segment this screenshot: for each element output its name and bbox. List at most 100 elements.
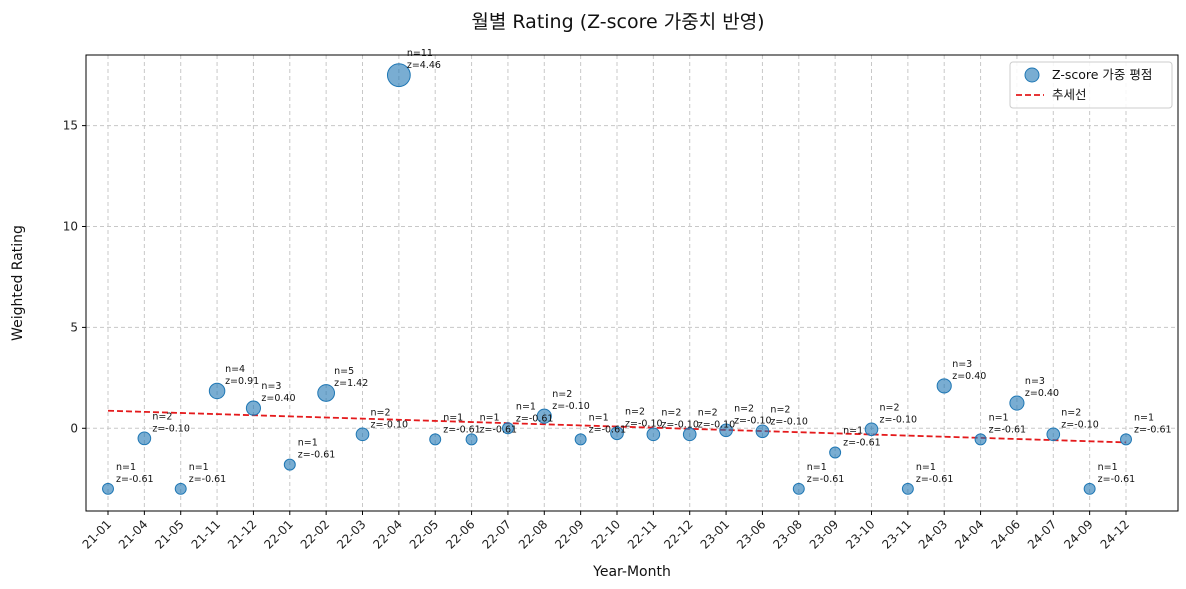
point-label-z: z=-0.61: [298, 450, 336, 461]
point-label-n: n=5: [334, 366, 354, 377]
x-tick-label: 21-12: [225, 517, 260, 552]
point-label-n: n=2: [625, 406, 645, 417]
point-label-n: n=1: [989, 412, 1009, 423]
legend-label-points: Z-score 가중 평점: [1052, 67, 1152, 82]
x-tick-label: 23-10: [843, 517, 878, 552]
point-label-z: z=1.42: [334, 378, 368, 389]
point-label-z: z=-0.61: [1098, 474, 1136, 485]
point-label-n: n=3: [261, 381, 281, 392]
point-label-z: z=-0.61: [1134, 424, 1172, 435]
point-label-z: z=-0.10: [880, 414, 918, 425]
point-label-z: z=-0.61: [807, 474, 845, 485]
x-tick-label: 24-06: [988, 517, 1023, 552]
point-label-z: z=-0.10: [661, 419, 699, 430]
legend-marker-points: [1025, 68, 1039, 82]
point-label-n: n=2: [734, 403, 754, 414]
point-label-n: n=11: [407, 48, 433, 59]
point-label-n: n=1: [807, 462, 827, 473]
point-label-z: z=-0.61: [989, 424, 1027, 435]
point-label-n: n=1: [189, 462, 209, 473]
point-label-z: z=0.40: [1025, 388, 1059, 399]
data-point: [830, 447, 841, 458]
legend-label-trend: 추세선: [1052, 87, 1087, 102]
x-tick-label: 21-04: [116, 517, 151, 552]
x-tick-label: 24-07: [1025, 517, 1060, 552]
data-point: [865, 423, 878, 436]
point-label-n: n=2: [770, 404, 790, 415]
point-label-n: n=2: [698, 407, 718, 418]
plot-frame: [86, 55, 1178, 511]
data-point: [430, 434, 441, 445]
x-tick-label: 22-03: [334, 517, 369, 552]
data-point: [103, 483, 114, 494]
point-label-n: n=2: [152, 411, 172, 422]
point-label-z: z=-0.61: [189, 474, 227, 485]
data-point: [284, 459, 295, 470]
point-label-n: n=2: [552, 389, 572, 400]
point-label-z: z=-0.10: [770, 416, 808, 427]
data-point: [1010, 396, 1024, 410]
point-label-n: n=2: [661, 407, 681, 418]
point-label-n: n=3: [952, 359, 972, 370]
x-tick-label: 22-12: [661, 517, 696, 552]
point-label-z: z=-0.61: [843, 437, 881, 448]
point-annotations: n=1z=-0.61n=2z=-0.10n=1z=-0.61n=4z=0.91 n…: [116, 48, 1172, 485]
data-point: [756, 425, 769, 438]
point-label-z: z=0.40: [261, 393, 295, 404]
data-point: [246, 401, 260, 415]
point-label-z: z=4.46: [407, 60, 441, 71]
point-label-z: z=-0.61: [516, 413, 554, 424]
point-label-z: z=-0.10: [152, 423, 190, 434]
y-tick-label: 10: [63, 220, 78, 234]
data-point: [466, 434, 477, 445]
y-axis: 0 5 10 15: [63, 119, 86, 436]
x-tick-label: 24-09: [1061, 517, 1096, 552]
x-tick-label: 24-04: [952, 517, 987, 552]
point-label-n: n=1: [1134, 412, 1154, 423]
x-tick-label: 22-04: [370, 517, 405, 552]
point-label-z: z=-0.61: [116, 474, 154, 485]
point-label-z: z=-0.61: [480, 424, 518, 435]
x-tick-label: 24-12: [1098, 517, 1133, 552]
x-tick-label: 23-01: [698, 517, 733, 552]
x-tick-label: 23-06: [734, 517, 769, 552]
x-tick-label: 22-05: [407, 517, 442, 552]
point-label-z: z=-0.61: [589, 424, 627, 435]
point-label-n: n=3: [1025, 376, 1045, 387]
point-label-z: z=-0.10: [552, 401, 590, 412]
point-label-n: n=2: [371, 407, 391, 418]
data-point: [138, 432, 151, 445]
x-tick-label: 22-01: [261, 517, 296, 552]
point-label-z: z=-0.10: [734, 415, 772, 426]
point-label-n: n=2: [1061, 407, 1081, 418]
y-axis-label: Weighted Rating: [10, 225, 26, 341]
x-tick-label: 23-09: [807, 517, 842, 552]
point-label-n: n=1: [916, 462, 936, 473]
data-point: [647, 428, 660, 441]
point-label-z: z=0.40: [952, 371, 986, 382]
chart-title: 월별 Rating (Z-score 가중치 반영): [471, 11, 764, 33]
x-tick-label: 23-11: [879, 517, 914, 552]
point-label-n: n=1: [1098, 462, 1118, 473]
data-point: [1047, 428, 1060, 441]
x-tick-label: 22-06: [443, 517, 478, 552]
point-label-n: n=2: [880, 402, 900, 413]
x-axis-label: Year-Month: [592, 564, 671, 580]
data-point: [1121, 434, 1132, 445]
point-label-z: z=-0.61: [916, 474, 954, 485]
point-label-n: n=1: [116, 462, 136, 473]
x-tick-label: 22-09: [552, 517, 587, 552]
point-label-z: z=-0.10: [625, 418, 663, 429]
data-point: [318, 385, 335, 402]
point-label-n: n=1: [843, 425, 863, 436]
data-point: [356, 428, 369, 441]
x-tick-label: 22-08: [516, 517, 551, 552]
grid: [86, 55, 1178, 511]
x-axis: 21-01 21-04 21-05 21-11 21-12 22-01 22-02 22-03…: [80, 511, 1133, 552]
x-tick-label: 22-11: [625, 517, 660, 552]
x-tick-label: 22-07: [479, 517, 514, 552]
x-tick-label: 24-03: [916, 517, 951, 552]
x-tick-label: 22-02: [298, 517, 333, 552]
y-tick-label: 15: [63, 119, 78, 133]
